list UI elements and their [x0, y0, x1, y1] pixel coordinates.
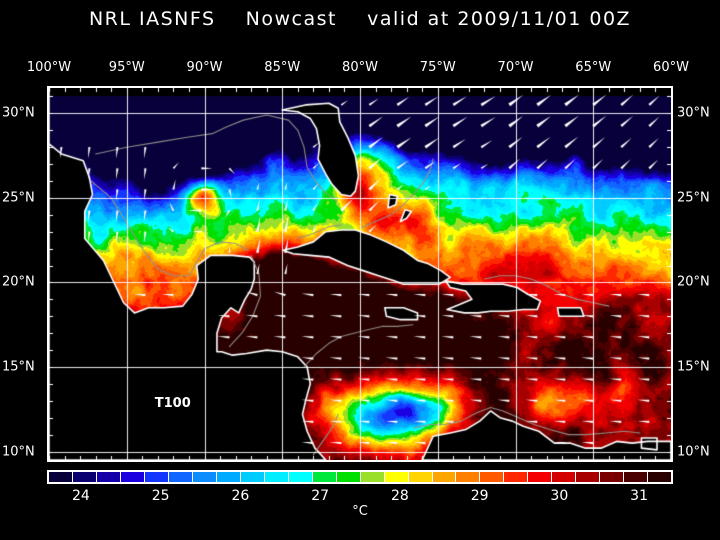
colorbar-swatch-18: [480, 472, 505, 482]
colorbar-swatch-16: [432, 472, 457, 482]
colorbar-swatch-3: [120, 472, 145, 482]
colorbar-swatch-2: [96, 472, 121, 482]
colorbar-swatch-25: [648, 472, 672, 482]
colorbar-swatch-13: [360, 472, 385, 482]
lat-tick-left-0: 30°N: [2, 105, 35, 121]
colorbar-swatch-19: [504, 472, 529, 482]
lat-tick-right-1: 25°N: [677, 190, 710, 206]
colorbar-tick-0: 24: [71, 488, 90, 504]
colorbar-swatch-15: [408, 472, 433, 482]
colorbar-tick-6: 30: [550, 488, 569, 504]
colorbar-swatch-7: [216, 472, 241, 482]
lon-tick-0: 100°W: [26, 60, 72, 75]
lat-tick-right-3: 15°N: [677, 359, 710, 375]
lat-tick-right-4: 10°N: [677, 444, 710, 460]
lon-tick-3: 85°W: [264, 60, 301, 75]
colorbar-swatch-14: [384, 472, 409, 482]
colorbar-swatch-12: [336, 472, 361, 482]
figure-title: NRL IASNFS Nowcast valid at 2009/11/01 0…: [88, 8, 632, 30]
lon-tick-1: 95°W: [108, 60, 145, 75]
lat-tick-left-2: 20°N: [2, 274, 35, 290]
colorbar-tick-4: 28: [390, 488, 409, 504]
lon-tick-2: 90°W: [186, 60, 223, 75]
colorbar-tick-1: 25: [151, 488, 170, 504]
lat-tick-left-1: 25°N: [2, 190, 35, 206]
colorbar-tick-3: 27: [311, 488, 330, 504]
colorbar-tick-2: 26: [231, 488, 250, 504]
colorbar-unit-label: °C: [352, 504, 368, 519]
lon-tick-6: 70°W: [497, 60, 534, 75]
colorbar-swatch-17: [456, 472, 481, 482]
colorbar-swatch-23: [600, 472, 625, 482]
lon-tick-4: 80°W: [342, 60, 378, 75]
colorbar-swatch-9: [264, 472, 289, 482]
lon-tick-7: 65°W: [575, 60, 612, 75]
colorbar-tick-5: 29: [470, 488, 489, 504]
colorbar-swatch-21: [552, 472, 577, 482]
sst-field-canvas: [49, 88, 671, 460]
colorbar-swatch-4: [144, 472, 169, 482]
lat-tick-right-0: 30°N: [677, 105, 710, 121]
colorbar-swatch-5: [168, 472, 193, 482]
colorbar-swatch-8: [240, 472, 265, 482]
colorbar-swatch-10: [288, 472, 313, 482]
depth-annotation-label: T100: [154, 395, 191, 411]
map-plot-area[interactable]: [47, 86, 673, 462]
colorbar-swatch-11: [312, 472, 337, 482]
colorbar-swatch-20: [528, 472, 553, 482]
colorbar-swatch-24: [624, 472, 649, 482]
colorbar-swatch-22: [576, 472, 601, 482]
colorbar-swatch-1: [72, 472, 97, 482]
colorbar-swatch-0: [49, 472, 73, 482]
colorbar-tick-7: 31: [630, 488, 649, 504]
lat-tick-left-3: 15°N: [2, 359, 35, 375]
lat-tick-right-2: 20°N: [677, 274, 710, 290]
lon-tick-8: 60°W: [653, 60, 689, 75]
lon-tick-5: 75°W: [419, 60, 456, 75]
lat-tick-left-4: 10°N: [2, 444, 35, 460]
colorbar-swatch-6: [192, 472, 217, 482]
temperature-colorbar[interactable]: [47, 470, 673, 484]
